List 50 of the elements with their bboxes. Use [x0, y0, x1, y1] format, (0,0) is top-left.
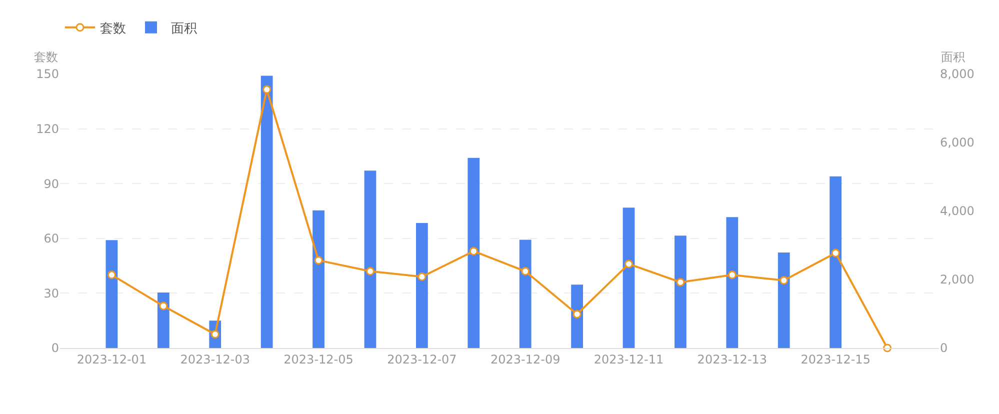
bar	[622, 208, 635, 348]
point	[314, 256, 323, 265]
bar	[260, 76, 273, 348]
y-tick-label: 120	[36, 122, 59, 136]
y-axis-title: 套数	[34, 50, 58, 64]
y2-tick-label: 4,000	[940, 204, 974, 218]
bar	[416, 222, 428, 348]
point	[572, 310, 582, 318]
point	[624, 260, 634, 268]
x-tick-label: 2023-12-11	[594, 352, 664, 366]
point	[676, 278, 685, 286]
bar	[468, 158, 480, 348]
point	[159, 302, 168, 310]
point	[262, 85, 272, 94]
y2-axis-title: 面积	[941, 50, 965, 64]
point	[780, 276, 788, 285]
x-tick-label: 2023-12-05	[284, 352, 354, 366]
point	[728, 270, 736, 280]
point	[831, 248, 840, 258]
y-tick-label: 0	[51, 341, 59, 356]
point	[366, 267, 374, 276]
point	[418, 272, 426, 282]
bar	[364, 170, 376, 348]
y-tick-label: 150	[36, 67, 59, 82]
point	[469, 246, 478, 256]
bar	[312, 210, 324, 348]
y-tick-label: 90	[44, 176, 59, 191]
y-tick-label: 30	[44, 286, 59, 300]
bar	[726, 217, 738, 348]
bar	[106, 240, 118, 348]
bar	[778, 252, 790, 348]
x-tick-label: 2023-12-07	[387, 352, 457, 366]
legend-label: 面积	[171, 21, 197, 36]
y2-tick-label: 2,000	[940, 272, 974, 287]
x-tick-label: 2023-12-09	[490, 352, 560, 366]
x-tick-label: 2023-12-15	[800, 352, 870, 366]
y2-tick-label: 6,000	[940, 136, 974, 150]
x-tick-label: 2023-12-03	[180, 352, 250, 366]
point	[521, 267, 530, 276]
bar	[519, 240, 532, 348]
y-tick-label: 60	[44, 232, 59, 246]
bar	[674, 236, 686, 348]
bar	[830, 176, 842, 348]
x-tick-label: 2023-12-13	[697, 352, 768, 366]
y2-tick-label: 8,000	[940, 67, 974, 82]
x-tick-label: 2023-12-01	[76, 352, 147, 366]
y2-tick-label: 0	[940, 341, 948, 356]
point	[107, 270, 116, 280]
bar	[571, 284, 584, 348]
legend-label: 套数	[100, 21, 126, 36]
